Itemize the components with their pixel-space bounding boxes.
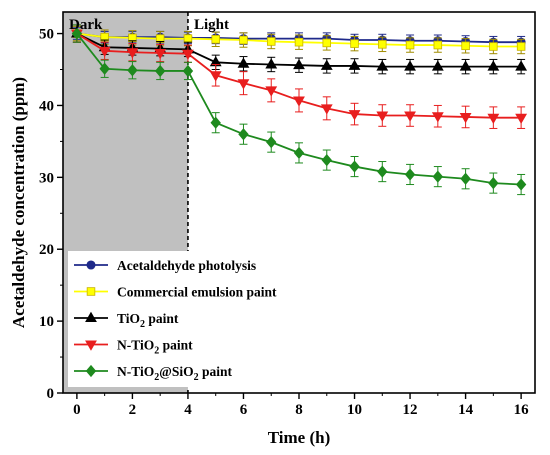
- data-point: [266, 135, 277, 149]
- x-tick-label: 4: [184, 402, 192, 418]
- data-point: [182, 64, 194, 78]
- data-point: [265, 58, 278, 69]
- series-layer: [70, 24, 528, 196]
- data-point: [487, 60, 500, 71]
- data-point: [431, 60, 444, 71]
- legend-item-1: Acetaldehyde photolysis: [74, 258, 256, 273]
- legend-item-2: Commercial emulsion paint: [74, 285, 277, 300]
- data-point: [209, 71, 222, 82]
- x-tick-label: 12: [403, 402, 418, 418]
- x-tick-label: 2: [129, 402, 137, 418]
- data-point: [515, 113, 528, 124]
- legend-marker: [86, 287, 96, 296]
- data-point: [210, 116, 221, 129]
- axes: 0 2 4 6 8 10 12 14 16 0 10 20 30 40 50: [39, 11, 536, 418]
- data-point: [348, 59, 361, 70]
- y-tick-label: 20: [39, 242, 54, 258]
- legend-marker: [86, 260, 96, 270]
- data-point: [239, 35, 248, 45]
- data-point: [488, 176, 499, 190]
- data-point: [404, 60, 416, 71]
- data-point: [266, 37, 276, 46]
- data-point: [99, 62, 110, 75]
- legend: Acetaldehyde photolysis Commercial emulsi…: [68, 251, 290, 387]
- data-point: [237, 79, 250, 90]
- data-point: [516, 42, 526, 51]
- data-point: [377, 165, 388, 178]
- data-point: [515, 178, 527, 191]
- x-axis-title: Time (h): [268, 428, 331, 447]
- legend-marker: [85, 311, 97, 322]
- y-tick-label: 30: [39, 170, 54, 186]
- x-tick-label: 10: [347, 402, 362, 418]
- region-label-dark: Dark: [69, 17, 103, 33]
- data-point: [378, 40, 387, 49]
- data-point: [265, 86, 278, 97]
- legend-item-4: N-TiO2 paint: [74, 338, 193, 357]
- data-point: [320, 104, 333, 115]
- data-point: [293, 58, 305, 70]
- data-point: [459, 60, 472, 71]
- data-point: [487, 113, 500, 124]
- data-point: [376, 111, 389, 122]
- data-point: [294, 37, 304, 47]
- legend-label: TiO2 paint: [117, 311, 179, 330]
- data-point: [127, 64, 138, 77]
- x-tick-label: 8: [295, 402, 303, 418]
- legend-box: [68, 251, 290, 387]
- data-point: [322, 38, 332, 48]
- data-point: [461, 41, 470, 51]
- data-point: [293, 146, 305, 160]
- region-label-light: Light: [194, 17, 229, 33]
- y-axis-title: Acetaldehyde concentration (ppm): [9, 77, 28, 328]
- data-point: [432, 170, 444, 183]
- x-tick-label: 14: [458, 402, 474, 418]
- data-point: [431, 112, 444, 123]
- y-tick-label: 50: [39, 27, 54, 43]
- data-point: [154, 49, 167, 60]
- data-point: [515, 60, 528, 71]
- x-tick-label: 6: [240, 402, 248, 418]
- data-point: [154, 64, 166, 78]
- data-point: [71, 27, 83, 40]
- data-point: [237, 57, 250, 68]
- legend-label: Acetaldehyde photolysis: [117, 258, 256, 273]
- data-point: [293, 96, 305, 107]
- data-point: [98, 46, 111, 58]
- data-point: [405, 40, 415, 50]
- data-point: [433, 40, 443, 50]
- x-tick-label: 0: [73, 402, 81, 418]
- data-point: [126, 48, 139, 59]
- legend-label: Commercial emulsion paint: [117, 285, 277, 300]
- data-point: [404, 111, 416, 122]
- data-point: [182, 49, 194, 60]
- data-point: [349, 160, 360, 173]
- data-point: [404, 168, 416, 181]
- data-point: [350, 39, 359, 48]
- data-point: [183, 34, 193, 43]
- data-point: [348, 110, 361, 121]
- data-point: [320, 59, 333, 70]
- data-point: [376, 60, 389, 71]
- x-tick-label: 16: [514, 402, 530, 418]
- data-point: [489, 42, 498, 51]
- legend-marker: [85, 340, 97, 351]
- data-point: [460, 172, 471, 185]
- data-point: [238, 128, 249, 141]
- data-point: [211, 35, 220, 44]
- data-point: [459, 112, 472, 124]
- legend-marker: [85, 364, 97, 378]
- series-5: [71, 24, 527, 196]
- legend-label: N-TiO2 paint: [117, 338, 193, 357]
- legend-item-3: TiO2 paint: [74, 311, 179, 330]
- y-tick-label: 10: [39, 314, 54, 330]
- legend-item-5: N-TiO2@SiO2 paint: [74, 364, 232, 383]
- region-labels: Dark Light: [69, 17, 229, 33]
- series-2: [72, 25, 526, 55]
- legend-label: N-TiO2@SiO2 paint: [117, 364, 232, 383]
- data-point: [321, 153, 332, 167]
- y-tick-label: 40: [39, 98, 54, 114]
- y-tick-label: 0: [47, 386, 55, 402]
